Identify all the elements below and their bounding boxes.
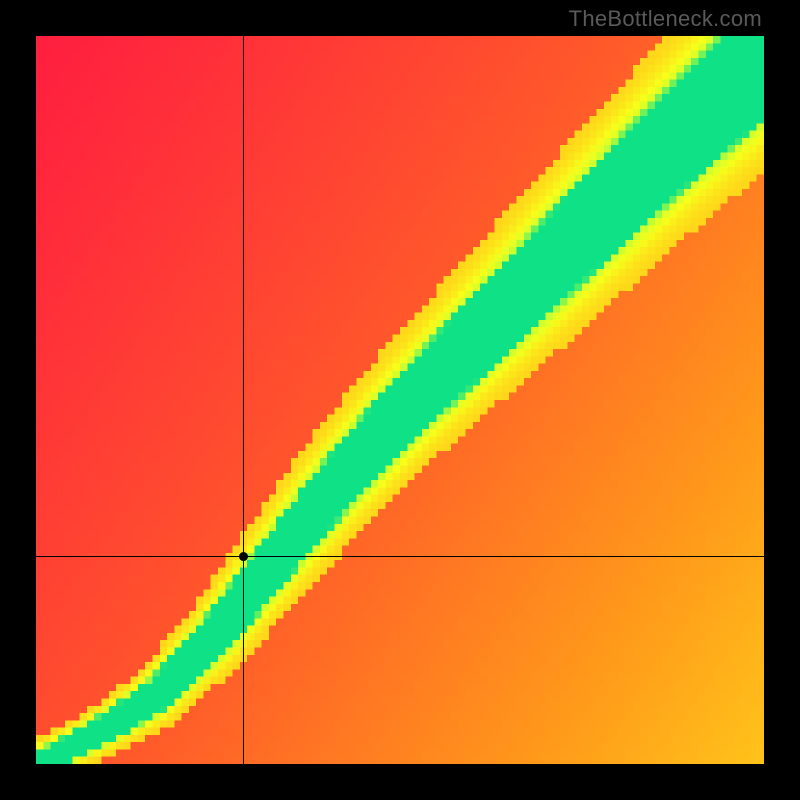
- watermark-text: TheBottleneck.com: [569, 6, 762, 32]
- bottleneck-heatmap: [36, 36, 764, 764]
- chart-container: TheBottleneck.com: [0, 0, 800, 800]
